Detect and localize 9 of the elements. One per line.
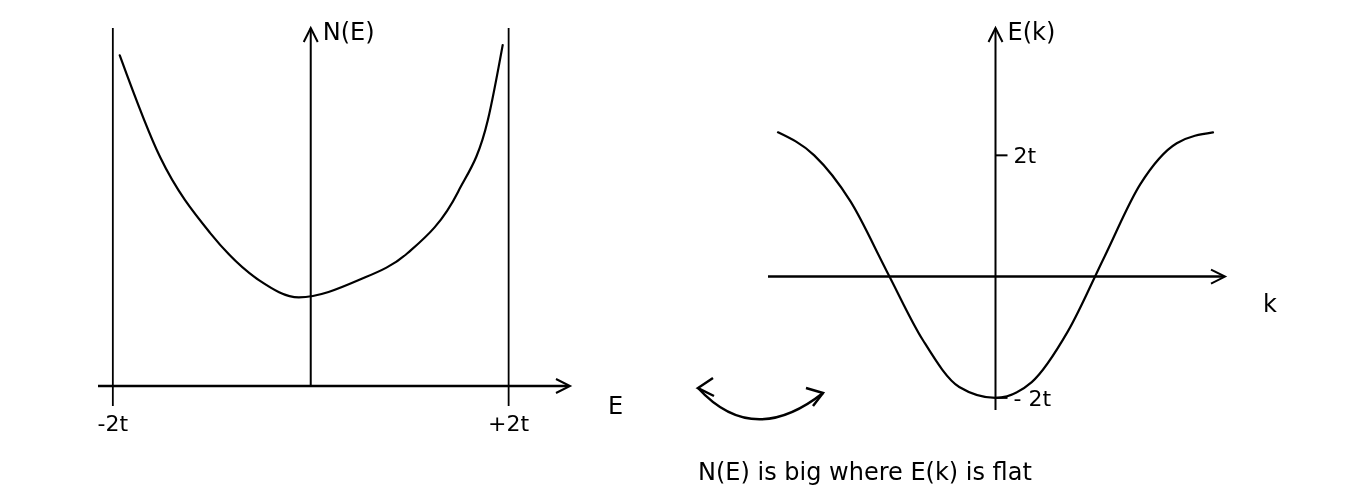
x-axis-title: k [1263, 289, 1277, 318]
x-tick-label: -2t [97, 411, 129, 436]
x-axis-title: E [608, 392, 624, 420]
y-axis-title: N(E) [322, 18, 375, 46]
x-tick-label: +2t [488, 411, 530, 436]
y-tick-label: - 2t [1013, 385, 1052, 411]
y-axis-title: E(k) [1007, 18, 1056, 46]
y-tick-label: 2t [1013, 143, 1037, 169]
text: N(E) is big where E(k) is flat [698, 458, 1032, 486]
